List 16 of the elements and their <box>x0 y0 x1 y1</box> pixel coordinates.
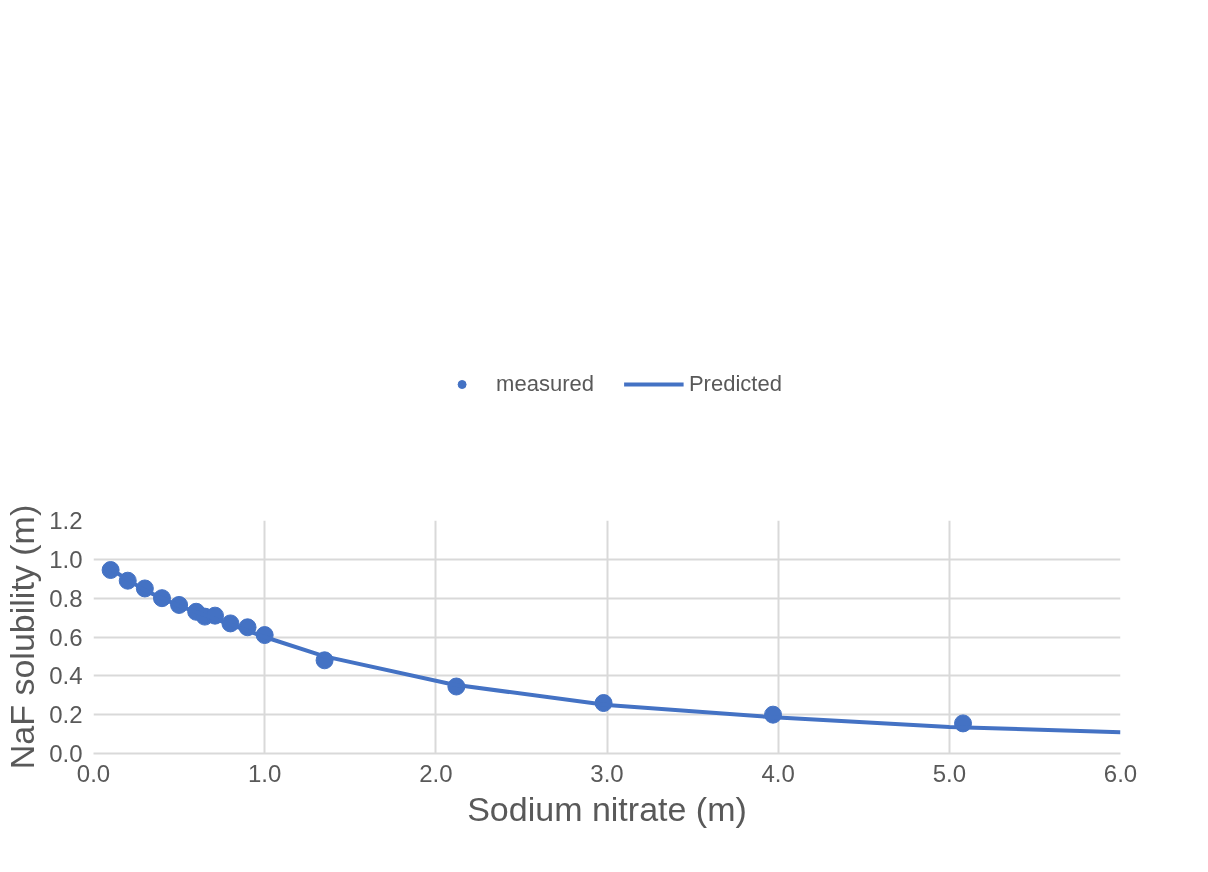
legend-label: Predicted <box>688 370 782 397</box>
y-tick-label: 0.4 <box>49 662 83 690</box>
x-tick-label: 6.0 <box>1103 759 1138 787</box>
x-axis-title: Sodium nitrate (m) <box>467 789 747 828</box>
x-tick-label: 3.0 <box>590 759 624 787</box>
y-tick-label: 0.8 <box>49 584 83 612</box>
x-tick-label: 1.0 <box>247 759 282 787</box>
y-axis-title: NaF solubility (m) <box>3 504 42 770</box>
x-tick-label: 4.0 <box>761 759 795 787</box>
x-tick-label: 5.0 <box>932 759 967 787</box>
y-tick-label: 1.0 <box>49 545 83 573</box>
y-tick-label: 0.2 <box>49 701 83 729</box>
y-tick-label: 1.2 <box>49 507 83 534</box>
y-tick-label: 0.6 <box>49 623 83 651</box>
legend-label: measured <box>496 370 594 397</box>
x-tick-label: 2.0 <box>419 759 453 787</box>
